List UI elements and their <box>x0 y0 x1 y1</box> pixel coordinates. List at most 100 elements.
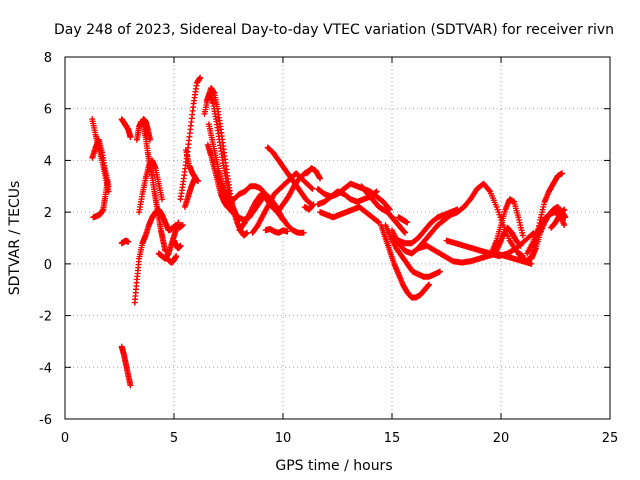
data-point <box>414 296 418 299</box>
data-point <box>558 213 562 216</box>
data-point <box>260 187 263 191</box>
data-point <box>515 249 518 253</box>
data-point <box>338 213 341 216</box>
data-point <box>205 99 208 103</box>
data-point <box>245 231 249 234</box>
data-point <box>148 138 152 141</box>
data-point <box>360 185 363 188</box>
data-point <box>539 231 542 234</box>
data-point <box>329 195 333 198</box>
data-point <box>137 125 141 128</box>
data-point <box>293 182 297 185</box>
data-point <box>189 128 192 131</box>
data-point <box>146 128 149 131</box>
data-point <box>177 247 180 250</box>
data-point <box>403 231 407 234</box>
data-point <box>199 76 202 79</box>
plot-frame <box>64 56 611 420</box>
data-point <box>151 216 154 219</box>
series-trace-ag <box>358 183 409 236</box>
data-point <box>164 221 167 224</box>
data-point <box>284 182 287 185</box>
data-point <box>417 273 420 276</box>
data-point <box>215 120 218 123</box>
data-point <box>220 182 224 185</box>
data-point <box>517 252 520 255</box>
data-point <box>94 133 97 136</box>
data-point <box>427 283 431 286</box>
data-point <box>336 190 339 193</box>
data-point <box>104 195 107 198</box>
data-point <box>499 223 503 227</box>
data-point <box>217 169 220 172</box>
data-point <box>369 190 372 193</box>
series-trace-ac <box>301 201 317 213</box>
data-point <box>157 252 160 255</box>
data-point <box>127 128 130 131</box>
series-markers <box>118 343 134 389</box>
data-point <box>456 210 459 214</box>
data-point <box>377 221 381 224</box>
data-point <box>140 123 143 126</box>
data-point <box>127 240 130 244</box>
data-point <box>127 373 130 377</box>
data-point <box>168 260 171 263</box>
data-point <box>211 138 214 141</box>
data-point <box>212 102 215 105</box>
data-point <box>153 190 156 193</box>
data-point <box>517 216 520 219</box>
series-trace-d <box>118 343 134 389</box>
data-point <box>493 252 496 255</box>
data-point <box>172 258 176 262</box>
data-point <box>406 291 409 294</box>
data-point <box>362 198 365 201</box>
data-point <box>384 223 387 227</box>
data-point <box>144 234 147 237</box>
data-point <box>135 138 139 141</box>
data-point <box>397 273 400 276</box>
data-point <box>488 190 492 193</box>
data-point <box>91 156 94 159</box>
data-point <box>231 210 235 214</box>
data-point <box>438 270 442 273</box>
series-trace-ah <box>378 222 433 301</box>
data-point <box>137 257 141 260</box>
data-point <box>508 239 511 242</box>
x-tick-label: 25 <box>602 431 619 446</box>
series-trace-ap <box>489 196 526 254</box>
data-point <box>434 249 437 253</box>
data-point <box>194 177 197 180</box>
data-point <box>399 226 402 229</box>
data-point <box>154 167 157 170</box>
series-trace-p <box>181 175 201 210</box>
data-point <box>92 216 95 219</box>
data-point <box>232 198 236 201</box>
data-point <box>534 247 538 250</box>
data-point <box>299 190 302 193</box>
data-point <box>427 275 431 278</box>
data-point <box>227 203 230 206</box>
data-point <box>449 210 453 214</box>
data-point <box>478 257 481 260</box>
data-point <box>106 179 109 183</box>
data-point <box>144 120 147 123</box>
x-tick-label: 0 <box>61 431 69 446</box>
data-point <box>161 239 165 242</box>
data-point <box>172 239 176 242</box>
data-point <box>267 203 270 206</box>
data-point <box>272 151 275 154</box>
data-point <box>183 205 187 209</box>
data-point <box>195 81 199 85</box>
data-point <box>379 223 383 227</box>
data-point <box>282 167 286 170</box>
data-point <box>91 117 94 121</box>
data-point <box>382 208 385 211</box>
data-point <box>280 216 284 219</box>
data-point <box>303 205 306 209</box>
data-point <box>364 190 367 193</box>
data-point <box>164 249 167 253</box>
data-point <box>547 213 551 216</box>
series-trace-f <box>118 116 134 141</box>
data-point <box>355 200 359 203</box>
data-point <box>219 192 223 196</box>
